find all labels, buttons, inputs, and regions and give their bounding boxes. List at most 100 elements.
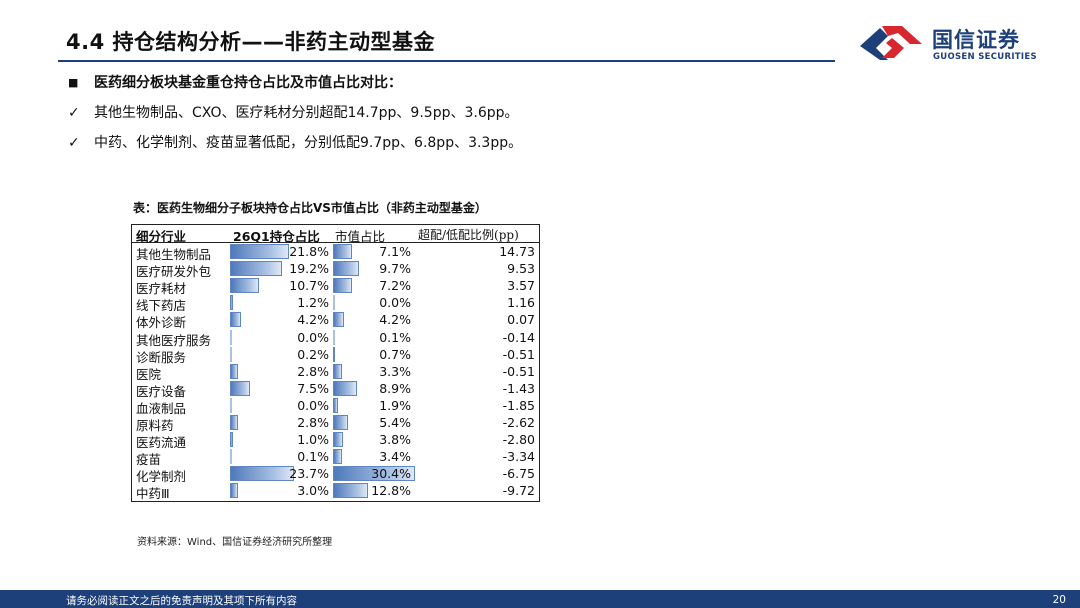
table-row: 诊断服务 0.2% 0.7% -0.51 [132,346,539,365]
market-value: 3.8% [379,432,411,448]
holding-value: 7.5% [297,380,329,396]
market-value: 5.4% [379,415,411,430]
footer-disclaimer: 请务必阅读正文之后的免责声明及其项下所有内容 [66,595,297,607]
holding-bar [230,363,238,379]
brand-logo: 国信证券 GUOSEN SECURITIES [858,22,1058,66]
market-value: 4.2% [379,312,411,328]
holding-value: 19.2% [289,261,329,277]
holding-bar [230,261,282,277]
header-holding: 26Q1持仓占比 [233,229,320,244]
table-row: 其他生物制品 21.8% 7.1% 14.73 [132,243,539,262]
table-row: 医疗研发外包 19.2% 9.7% 9.53 [132,260,539,280]
segment-name: 医药流通 [136,435,187,451]
table-row: 血液制品 0.0% 1.9% -1.85 [132,397,539,416]
table-row: 中药Ⅲ 3.0% 12.8% -9.72 [132,482,539,501]
segment-name: 医疗设备 [136,383,187,399]
segment-name: 体外诊断 [136,315,187,331]
ratio-value: 14.73 [499,244,535,259]
holding-bar [230,312,242,328]
ratio-value: -0.51 [502,363,535,379]
ratio-value: 0.07 [507,312,535,328]
holding-bar [230,449,232,465]
holding-value: 2.8% [297,415,329,430]
market-bar [333,483,368,499]
header-rule [132,242,539,243]
table-row: 医疗耗材 10.7% 7.2% 3.57 [132,277,539,297]
holding-value: 1.0% [297,432,329,448]
bullet-heading: ■ 医药细分板块基金重仓持仓占比及市值占比对比： [68,72,402,92]
segment-name: 诊断服务 [136,349,187,365]
brand-name-en: GUOSEN SECURITIES [933,52,1037,62]
bullet-text: 医药细分板块基金重仓持仓占比及市值占比对比： [94,75,402,91]
market-value: 7.2% [379,278,411,294]
ratio-value: 3.57 [507,278,535,294]
segment-name: 线下药店 [136,298,187,314]
table-row: 线下药店 1.2% 0.0% 1.16 [132,294,539,314]
market-value: 8.9% [379,380,411,396]
segment-name: 其他生物制品 [136,247,212,262]
holding-value: 21.8% [289,244,329,259]
table-row: 医院 2.8% 3.3% -0.51 [132,363,539,382]
market-bar [333,432,344,448]
holding-value: 0.0% [297,397,329,413]
market-bar [333,346,335,362]
guosen-logo-icon [860,26,922,60]
holding-value: 10.7% [289,278,329,294]
table-header: 细分行业 26Q1持仓占比 市值占比 超配/低配比例(pp) [132,225,539,244]
market-value: 0.7% [379,346,411,362]
holding-bar [230,346,232,362]
segment-name: 化学制剂 [136,469,187,485]
ratio-value: 9.53 [507,261,535,277]
holding-value: 0.1% [297,449,329,465]
market-bar [333,244,353,259]
ratio-value: -2.62 [502,415,535,430]
bullet-text: 中药、化学制剂、疫苗显著低配，分别低配9.7pp、6.8pp、3.3pp。 [94,135,523,151]
market-bar [333,295,335,311]
title-divider [58,60,835,62]
market-value: 0.0% [379,295,411,311]
market-bar [333,278,353,294]
holding-bar [230,432,233,448]
ratio-value: -1.43 [502,380,535,396]
footer-bar: 请务必阅读正文之后的免责声明及其项下所有内容 20 [0,590,1080,608]
header-segment: 细分行业 [136,229,187,244]
ratio-value: -0.14 [502,329,535,345]
table-row: 其他医疗服务 0.0% 0.1% -0.14 [132,329,539,348]
holding-value: 2.8% [297,363,329,379]
holding-bar [230,329,232,345]
table-row: 原料药 2.8% 5.4% -2.62 [132,414,539,433]
page-number: 20 [1052,594,1066,606]
market-value: 1.9% [379,397,411,413]
market-bar [333,329,335,345]
ratio-value: -1.85 [502,397,535,413]
table-row: 化学制剂 23.7% 30.4% -6.75 [132,465,539,485]
market-bar [333,415,348,430]
holding-value: 0.2% [297,346,329,362]
segment-name: 疫苗 [136,452,162,468]
holding-value: 0.0% [297,329,329,345]
market-value: 12.8% [371,483,411,499]
header-market: 市值占比 [335,229,386,244]
market-value: 0.1% [379,329,411,345]
holding-bar [230,295,234,311]
holding-bar [230,466,294,482]
ratio-value: -9.72 [502,483,535,499]
market-bar [333,380,357,396]
holding-bar [230,397,232,413]
segment-name: 医疗研发外包 [136,264,212,280]
holding-bar [230,278,259,294]
segment-name: 医疗耗材 [136,281,187,297]
table-row: 医疗设备 7.5% 8.9% -1.43 [132,380,539,399]
market-bar [333,312,345,328]
holdings-table: 细分行业 26Q1持仓占比 市值占比 超配/低配比例(pp) 其他生物制品 21.… [131,224,540,502]
ratio-value: -2.80 [502,432,535,448]
source-note: 资料来源：Wind、国信证券经济研究所整理 [137,537,333,548]
check-mark-icon: ✓ [68,135,80,151]
holding-bar [230,483,239,499]
holding-bar [230,380,251,396]
holding-value: 4.2% [297,312,329,328]
bullet-text: 其他生物制品、CXO、医疗耗材分别超配14.7pp、9.5pp、3.6pp。 [94,105,519,121]
bullet-overweight: ✓ 其他生物制品、CXO、医疗耗材分别超配14.7pp、9.5pp、3.6pp。 [68,102,519,122]
market-value: 30.4% [371,466,411,482]
page-title: 4.4 持仓结构分析——非药主动型基金 [66,30,436,54]
